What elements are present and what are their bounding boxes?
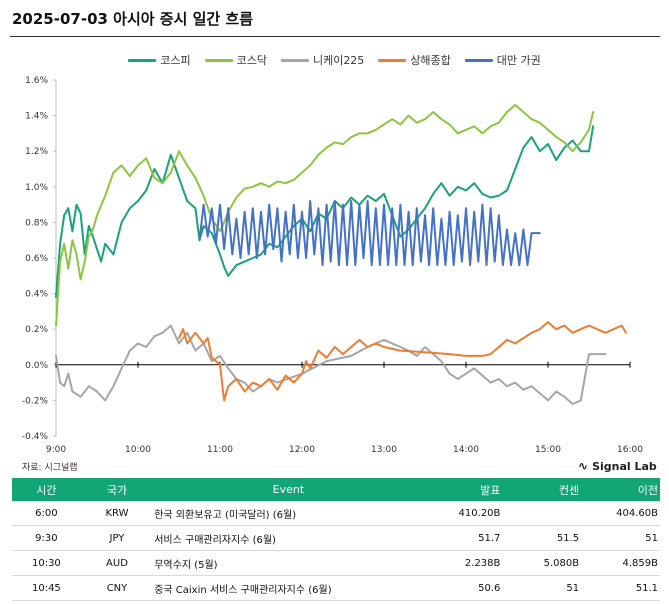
y-tick-label: 0.2% bbox=[25, 325, 48, 335]
y-tick-label: -0.4% bbox=[22, 432, 49, 442]
y-tick-label: 1.2% bbox=[25, 147, 48, 157]
legend-swatch bbox=[378, 58, 407, 62]
cell-currency: KRW bbox=[80, 501, 154, 526]
cell-currency: JPY bbox=[80, 525, 154, 551]
y-tick-label: -0.2% bbox=[22, 396, 49, 406]
legend-item: 상해종합 bbox=[378, 52, 451, 68]
brand-logo: ∿ Signal Lab bbox=[578, 459, 657, 473]
cell-currency: AUD bbox=[80, 550, 154, 576]
chart-legend: 코스피 코스닥 니케이225 상해종합 대만 가권 bbox=[0, 52, 669, 68]
cell-previous: 4.859B bbox=[581, 550, 660, 576]
legend-label: 상해종합 bbox=[410, 54, 451, 67]
x-tick-label: 15:00 bbox=[535, 445, 561, 455]
y-tick-label: 1.6% bbox=[25, 76, 48, 86]
cell-actual: 50.6 bbox=[423, 575, 503, 601]
x-tick-label: 11:00 bbox=[207, 445, 233, 455]
legend-swatch bbox=[204, 58, 233, 62]
brand-name: Signal Lab bbox=[592, 459, 657, 473]
series-line bbox=[55, 125, 595, 299]
legend-label: 대만 가권 bbox=[496, 54, 541, 67]
line-chart: -0.4% -0.2% 0.0% 0.2% 0.4% 0.6% 0.8% 1.0% 1.2% 1.… bbox=[22, 76, 643, 455]
legend-swatch bbox=[128, 58, 157, 62]
table-header-row: 시간 국가 Event 발표 컨센 이전 bbox=[12, 478, 660, 501]
legend-item: 코스닥 bbox=[204, 52, 267, 68]
x-tick-label: 16:00 bbox=[617, 445, 643, 455]
series-line bbox=[55, 324, 607, 405]
source-note: 자료: 시그널랩 bbox=[22, 463, 78, 473]
cell-consensus bbox=[502, 501, 582, 526]
cell-time: 10:45 bbox=[12, 575, 81, 601]
x-tick-label: 14:00 bbox=[453, 445, 479, 455]
legend-swatch bbox=[464, 58, 493, 62]
column-header-time: 시간 bbox=[12, 478, 81, 501]
title-divider bbox=[10, 36, 660, 37]
x-tick-label: 9:00 bbox=[46, 445, 66, 455]
legend-item: 니케이225 bbox=[280, 52, 365, 68]
cell-consensus: 51 bbox=[502, 575, 582, 601]
cell-consensus: 5.080B bbox=[502, 550, 582, 576]
legend-label: 코스피 bbox=[160, 54, 191, 67]
cell-actual: 51.7 bbox=[423, 525, 503, 551]
x-tick-label: 13:00 bbox=[371, 445, 397, 455]
y-tick-label: 0.0% bbox=[25, 361, 48, 371]
economic-events-table: 시간 국가 Event 발표 컨센 이전 6:00 KRW 한국 외환보유고 (미국… bbox=[12, 478, 660, 601]
cell-currency: CNY bbox=[80, 575, 154, 601]
chart-title: 2025-07-03 아시아 증시 일간 흐름 bbox=[12, 10, 254, 28]
legend-swatch bbox=[280, 58, 309, 62]
series-line bbox=[198, 200, 541, 267]
cell-time: 6:00 bbox=[12, 501, 81, 526]
column-header-actual: 발표 bbox=[423, 478, 503, 501]
x-tick-label: 10:00 bbox=[125, 445, 151, 455]
y-tick-label: 0.4% bbox=[25, 290, 48, 300]
cell-event: 무역수지 (5월) bbox=[153, 550, 424, 576]
legend-label: 니케이225 bbox=[312, 54, 365, 67]
cell-previous: 51 bbox=[581, 525, 660, 551]
cell-actual: 410.20B bbox=[423, 501, 503, 526]
table-row: 10:45 CNY 중국 Caixin 서비스 구매관리자지수 (6월) 50.6 51… bbox=[12, 575, 660, 601]
y-tick-label: 1.4% bbox=[25, 112, 48, 122]
column-header-currency: 국가 bbox=[80, 478, 154, 501]
column-header-event: Event bbox=[153, 478, 424, 501]
y-tick-label: 1.0% bbox=[25, 183, 48, 193]
table-row: 6:00 KRW 한국 외환보유고 (미국달러) (6월) 410.20B 404.60… bbox=[12, 501, 660, 526]
column-header-consensus: 컨센 bbox=[502, 478, 582, 501]
cell-actual: 2.238B bbox=[423, 550, 503, 576]
table-row: 9:30 JPY 서비스 구매관리자지수 (6월) 51.7 51.5 51 bbox=[12, 525, 660, 551]
cell-previous: 404.60B bbox=[581, 501, 660, 526]
legend-item: 코스피 bbox=[128, 52, 191, 68]
cell-event: 중국 Caixin 서비스 구매관리자지수 (6월) bbox=[153, 575, 424, 601]
cell-event: 한국 외환보유고 (미국달러) (6월) bbox=[153, 501, 424, 526]
y-tick-label: 0.6% bbox=[25, 254, 48, 264]
y-tick-label: 0.8% bbox=[25, 218, 48, 228]
x-tick-label: 12:00 bbox=[289, 445, 315, 455]
legend-label: 코스닥 bbox=[236, 54, 267, 67]
table-row: 10:30 AUD 무역수지 (5월) 2.238B 5.080B 4.859B bbox=[12, 550, 660, 576]
series-line bbox=[55, 103, 595, 327]
cell-time: 10:30 bbox=[12, 550, 81, 576]
cell-time: 9:30 bbox=[12, 525, 81, 551]
series-line bbox=[178, 321, 627, 402]
column-header-previous: 이전 bbox=[581, 478, 660, 501]
cell-event: 서비스 구매관리자지수 (6월) bbox=[153, 525, 424, 551]
cell-previous: 51.1 bbox=[581, 575, 660, 601]
signal-icon: ∿ bbox=[578, 459, 589, 473]
legend-item: 대만 가권 bbox=[464, 52, 541, 68]
cell-consensus: 51.5 bbox=[502, 525, 582, 551]
